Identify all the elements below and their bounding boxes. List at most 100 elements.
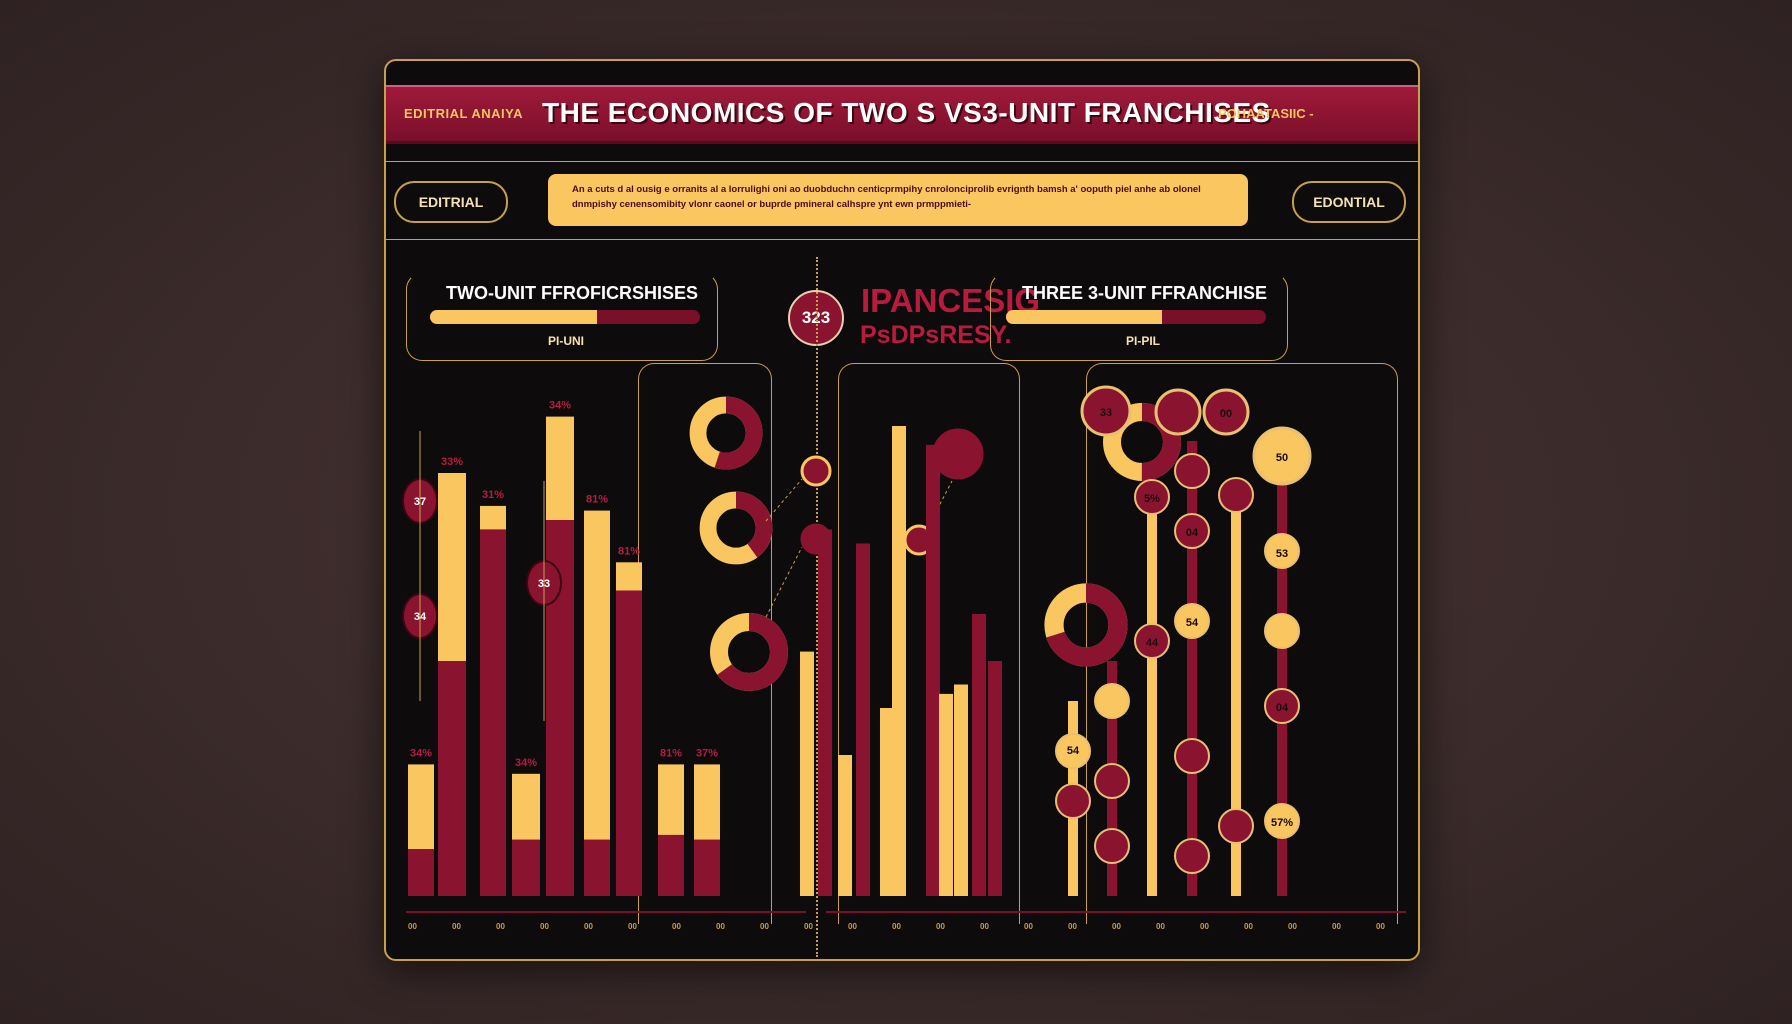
x-tick-label: 00 xyxy=(892,922,901,931)
x-tick-label: 00 xyxy=(804,922,813,931)
bar-value-label: 81% xyxy=(618,545,640,557)
donut-4-maroon xyxy=(1103,403,1181,481)
mid-bar-maroon xyxy=(856,543,870,896)
section-left-sub: PI-UNI xyxy=(548,334,584,348)
x-tick-label: 00 xyxy=(496,922,505,931)
donut-1-maroon xyxy=(689,396,763,470)
tag-right: EDONTIAL xyxy=(1292,181,1406,223)
bar-gold xyxy=(408,764,434,849)
lollipop-label: 50 xyxy=(1276,452,1288,464)
x-tick-label: 00 xyxy=(716,922,725,931)
x-tick-label: 00 xyxy=(452,922,461,931)
lollipop-stem xyxy=(1231,481,1241,896)
top-medallion xyxy=(1154,388,1202,436)
x-tick-label: 00 xyxy=(1288,922,1297,931)
mid-bar-gold xyxy=(892,426,906,896)
connector-line xyxy=(765,478,803,522)
bar-maroon xyxy=(438,661,466,896)
lollipop-stem xyxy=(1147,481,1157,896)
lollipop-dot xyxy=(1094,828,1130,864)
x-tick-label: 00 xyxy=(1156,922,1165,931)
mid-bar-maroon xyxy=(972,614,986,896)
lollipop-dot xyxy=(1218,808,1254,844)
lollipop-dot xyxy=(1134,623,1170,659)
lollipop-dot xyxy=(1264,533,1300,569)
lollipop-label: 33 xyxy=(1100,407,1112,419)
lollipop-dot xyxy=(1174,738,1210,774)
lollipop-label: 54 xyxy=(1186,617,1199,629)
lollipop-dot xyxy=(1055,783,1091,819)
x-tick-label: 00 xyxy=(1200,922,1209,931)
page-title: THE ECONOMICS OF TWO S VS3-UNIT FRANCHIS… xyxy=(542,97,1271,128)
lollipop-label: 57% xyxy=(1271,817,1293,829)
section-right-bar-fill xyxy=(1006,310,1162,324)
bar-gold xyxy=(512,773,540,840)
section-left-bar xyxy=(430,310,700,324)
lollipop-dot xyxy=(1264,613,1300,649)
bar-value-label: 33% xyxy=(441,456,463,468)
lollipop-stem xyxy=(1187,441,1197,896)
x-tick-label: 00 xyxy=(760,922,769,931)
lollipop-dot xyxy=(1055,733,1091,769)
x-tick-label: 00 xyxy=(1244,922,1253,931)
bar-maroon xyxy=(480,529,506,896)
x-tick-label: 00 xyxy=(1376,922,1385,931)
tag-left: EDITRIAL xyxy=(394,181,508,223)
banner-text: An a cuts d al ousig e orranits al a lor… xyxy=(548,174,1248,226)
bar-value-label: 37% xyxy=(696,747,718,759)
mid-bar-gold xyxy=(880,708,894,896)
donut-5-maroon xyxy=(1044,583,1128,667)
top-medallion xyxy=(1202,388,1250,436)
mid-bar-gold xyxy=(800,651,814,896)
section-right-title: THREE 3-UNIT FFRANCHISE xyxy=(1022,283,1268,303)
bar-value-label: 34% xyxy=(515,757,537,769)
infographic-panel: EDITRIAL ANAIYA THE ECONOMICS OF TWO S V… xyxy=(384,59,1420,961)
lollipop-label: 04 xyxy=(1186,527,1199,539)
bar-value-label: 34% xyxy=(410,747,432,759)
lollipop-label: 44 xyxy=(1146,637,1159,649)
section-right-frame xyxy=(990,273,1288,361)
bar-gold xyxy=(438,473,466,661)
mid-bar-maroon xyxy=(818,529,832,896)
x-tick-label: 00 xyxy=(1068,922,1077,931)
section-middle-sub: PsDPsRESY. xyxy=(860,321,1012,349)
divider xyxy=(386,239,1418,240)
top-medallion xyxy=(1252,426,1312,486)
lollipop-label: 00 xyxy=(1220,408,1232,420)
x-tick-label: 00 xyxy=(1024,922,1033,931)
x-tick-label: 00 xyxy=(1332,922,1341,931)
x-axis xyxy=(406,911,806,913)
x-tick-label: 00 xyxy=(936,922,945,931)
lollipop-dot xyxy=(1094,763,1130,799)
lollipop-dot xyxy=(1264,803,1300,839)
bar-gold xyxy=(694,764,720,840)
x-tick-label: 00 xyxy=(584,922,593,931)
section-right-bar xyxy=(1006,310,1266,324)
chart-frame xyxy=(1086,363,1398,924)
lollipop-stem xyxy=(1277,441,1287,896)
bar-maroon xyxy=(408,849,434,896)
lollipop-dot xyxy=(1094,683,1130,719)
mid-bar-gold xyxy=(838,755,852,896)
ring-marker xyxy=(800,455,832,487)
donut-3-maroon xyxy=(710,613,788,691)
divider xyxy=(386,161,1418,162)
bar-value-label: 81% xyxy=(660,747,682,759)
x-tick-label: 00 xyxy=(628,922,637,931)
bar-value-label: 81% xyxy=(586,494,608,506)
lollipop-dot xyxy=(1174,603,1210,639)
lollipop-dot xyxy=(1174,453,1210,489)
top-medallion xyxy=(1080,385,1132,437)
donut-2-maroon xyxy=(699,491,773,565)
x-tick-label: 00 xyxy=(672,922,681,931)
lollipop-dot xyxy=(1134,479,1170,515)
bar-gold xyxy=(584,510,610,840)
lollipop-dot xyxy=(1174,513,1210,549)
bar-maroon xyxy=(616,590,642,896)
lollipop-dot xyxy=(1174,838,1210,874)
x-tick-label: 00 xyxy=(848,922,857,931)
center-divider xyxy=(816,257,818,957)
bar-gold xyxy=(658,764,684,835)
x-tick-label: 00 xyxy=(540,922,549,931)
mid-bar-maroon xyxy=(926,444,940,896)
